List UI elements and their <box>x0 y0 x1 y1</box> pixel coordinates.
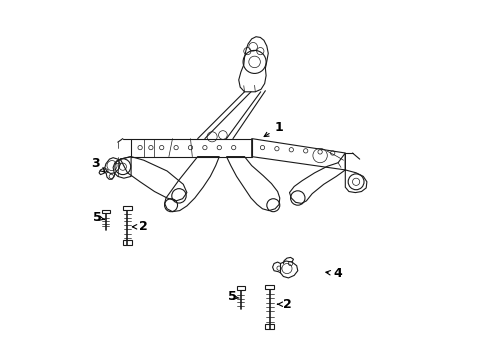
Text: 1: 1 <box>264 121 283 136</box>
Polygon shape <box>236 286 244 290</box>
Polygon shape <box>122 240 132 245</box>
Text: 2: 2 <box>277 298 291 311</box>
Text: 5: 5 <box>93 211 104 224</box>
Text: 3: 3 <box>91 157 105 172</box>
Text: 5: 5 <box>227 291 239 303</box>
Text: 4: 4 <box>325 267 342 280</box>
Polygon shape <box>265 285 273 289</box>
Polygon shape <box>102 210 110 213</box>
Polygon shape <box>264 324 274 329</box>
Text: 2: 2 <box>132 220 148 233</box>
Polygon shape <box>123 206 132 210</box>
